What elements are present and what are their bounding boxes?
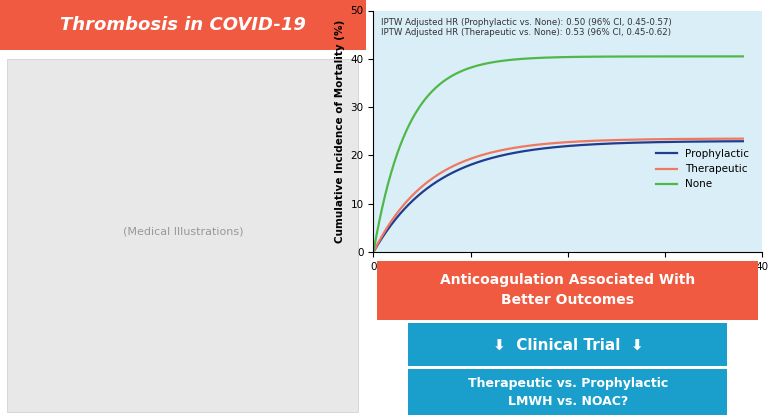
Therapeutic [729, 136, 738, 141]
None [738, 54, 748, 59]
Prophylactic [738, 139, 748, 144]
Prophylactic [544, 145, 554, 150]
None [569, 55, 578, 60]
Text: Thrombosis in COVID-19: Thrombosis in COVID-19 [60, 16, 306, 34]
Prophylactic [569, 143, 578, 148]
FancyBboxPatch shape [377, 261, 758, 320]
Line: None: None [373, 56, 743, 252]
Therapeutic [547, 141, 556, 146]
Prophylactic [729, 139, 738, 144]
Therapeutic [589, 138, 598, 143]
None [729, 54, 738, 59]
Prophylactic [369, 249, 378, 255]
Legend: Prophylactic, Therapeutic, None: Prophylactic, Therapeutic, None [651, 145, 753, 194]
Therapeutic [544, 141, 554, 146]
Text: (Medical Illustrations): (Medical Illustrations) [122, 226, 243, 236]
Therapeutic [671, 136, 681, 142]
None [544, 55, 554, 60]
FancyBboxPatch shape [8, 59, 359, 412]
None [547, 55, 556, 60]
X-axis label: Time (Days): Time (Days) [528, 277, 608, 290]
Prophylactic [671, 139, 681, 144]
Therapeutic [369, 249, 378, 255]
Line: Prophylactic: Prophylactic [373, 141, 743, 252]
Text: Anticoagulation Associated With
Better Outcomes: Anticoagulation Associated With Better O… [440, 273, 695, 307]
FancyBboxPatch shape [408, 323, 728, 366]
None [369, 249, 378, 255]
FancyBboxPatch shape [0, 0, 366, 50]
Therapeutic [738, 136, 748, 141]
Text: Therapeutic vs. Prophylactic
LMWH vs. NOAC?: Therapeutic vs. Prophylactic LMWH vs. NO… [467, 377, 668, 408]
None [671, 54, 681, 59]
Y-axis label: Cumulative Incidence of Mortality (%): Cumulative Incidence of Mortality (%) [335, 20, 345, 243]
Text: IPTW Adjusted HR (Prophylactic vs. None): 0.50 (96% CI, 0.45-0.57)
IPTW Adjusted: IPTW Adjusted HR (Prophylactic vs. None)… [381, 18, 672, 37]
Text: ⬇  Clinical Trial  ⬇: ⬇ Clinical Trial ⬇ [493, 337, 643, 352]
Line: Therapeutic: Therapeutic [373, 139, 743, 252]
Prophylactic [547, 145, 556, 150]
FancyBboxPatch shape [408, 369, 728, 415]
Therapeutic [569, 139, 578, 144]
Prophylactic [589, 142, 598, 147]
None [589, 54, 598, 59]
